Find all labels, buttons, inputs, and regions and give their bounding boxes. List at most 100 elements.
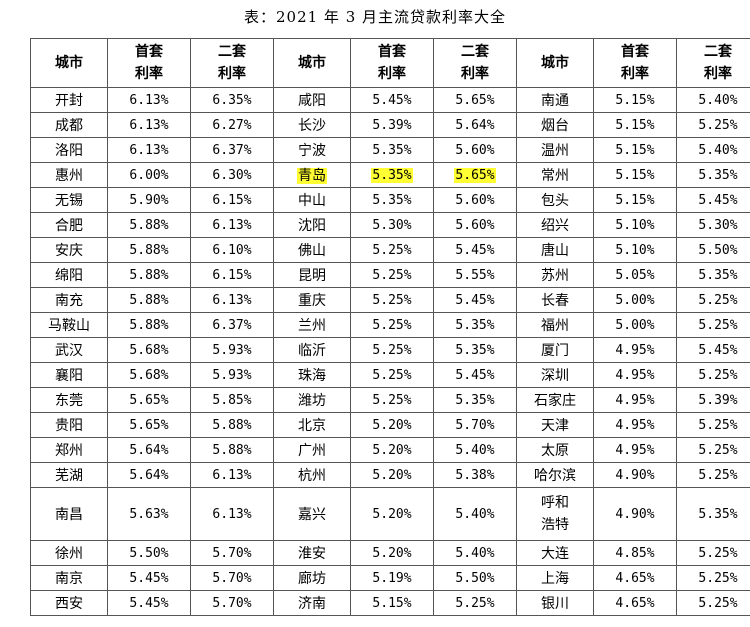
table-row: 洛阳 6.13% 6.37% 宁波 5.35% 5.60% 温州 5.15% 5.40% xyxy=(30,137,750,163)
cell-text: 襄阳 xyxy=(55,368,83,384)
first-rate-cell: 4.90% xyxy=(593,462,677,488)
cell-text: 5.05% xyxy=(615,267,655,283)
table-row: 南充 5.88% 6.13% 重庆 5.25% 5.45% 长春 5.00% 5.25% xyxy=(30,287,750,313)
cell-text: 5.60% xyxy=(455,192,495,208)
cell-text: 5.63% xyxy=(129,506,169,522)
city-cell: 武汉 xyxy=(30,337,108,363)
city-cell: 珠海 xyxy=(273,362,351,388)
city-cell: 潍坊 xyxy=(273,387,351,413)
city-cell: 银川 xyxy=(516,590,594,616)
first-rate-cell: 5.35% xyxy=(350,187,434,213)
first-rate-cell: 5.50% xyxy=(107,540,191,566)
cell-text: 5.10% xyxy=(615,242,655,258)
cell-text: 上海 xyxy=(541,571,569,587)
cell-text: 5.45% xyxy=(698,342,738,358)
table-row: 绵阳 5.88% 6.15% 昆明 5.25% 5.55% 苏州 5.05% 5.35% xyxy=(30,262,750,288)
second-rate-cell: 5.70% xyxy=(190,540,274,566)
cell-text: 6.15% xyxy=(212,267,252,283)
second-rate-cell: 6.15% xyxy=(190,262,274,288)
city-cell: 青岛 xyxy=(273,162,351,188)
second-rate-cell: 5.70% xyxy=(190,565,274,591)
table-row: 南京 5.45% 5.70% 廊坊 5.19% 5.50% 上海 4.65% 5.25% xyxy=(30,565,750,591)
first-rate-cell: 5.00% xyxy=(593,312,677,338)
cell-text: 厦门 xyxy=(541,343,569,359)
cell-text: 青岛 xyxy=(297,168,327,184)
cell-text: 5.45% xyxy=(455,242,495,258)
cell-text: 5.50% xyxy=(129,545,169,561)
cell-text: 惠州 xyxy=(55,168,83,184)
table-row: 合肥 5.88% 6.13% 沈阳 5.30% 5.60% 绍兴 5.10% 5.30% xyxy=(30,212,750,238)
cell-text: 5.60% xyxy=(455,142,495,158)
cell-text: 5.25% xyxy=(372,242,412,258)
first-rate-cell: 5.25% xyxy=(350,312,434,338)
cell-text: 5.25% xyxy=(698,467,738,483)
city-cell: 福州 xyxy=(516,312,594,338)
cell-text: 5.20% xyxy=(372,545,412,561)
cell-text: 长春 xyxy=(541,293,569,309)
second-rate-cell: 5.65% xyxy=(433,87,517,113)
cell-text: 5.45% xyxy=(455,367,495,383)
cell-text: 6.35% xyxy=(212,92,252,108)
second-rate-cell: 5.25% xyxy=(676,565,750,591)
first-rate-cell: 5.90% xyxy=(107,187,191,213)
cell-text: 太原 xyxy=(541,443,569,459)
second-rate-cell: 6.27% xyxy=(190,112,274,138)
cell-text: 5.93% xyxy=(212,342,252,358)
table-row: 南昌 5.63% 6.13% 嘉兴 5.20% 5.40% 呼和浩特 4.90% 5.35% xyxy=(30,487,750,541)
cell-text: 常州 xyxy=(541,168,569,184)
header-second-rate: 二套利率 xyxy=(433,38,517,88)
first-rate-cell: 4.95% xyxy=(593,387,677,413)
city-cell: 烟台 xyxy=(516,112,594,138)
cell-text: 6.13% xyxy=(129,92,169,108)
table-row: 徐州 5.50% 5.70% 淮安 5.20% 5.40% 大连 4.85% 5.25% xyxy=(30,540,750,566)
cell-text: 5.25% xyxy=(372,317,412,333)
city-cell: 马鞍山 xyxy=(30,312,108,338)
second-rate-cell: 5.45% xyxy=(676,187,750,213)
second-rate-cell: 5.93% xyxy=(190,337,274,363)
cell-text: 5.00% xyxy=(615,317,655,333)
cell-text: 5.88% xyxy=(212,442,252,458)
city-cell: 常州 xyxy=(516,162,594,188)
cell-text: 4.65% xyxy=(615,595,655,611)
city-cell: 南充 xyxy=(30,287,108,313)
cell-text: 绍兴 xyxy=(541,218,569,234)
cell-text: 烟台 xyxy=(541,118,569,134)
cell-text: 珠海 xyxy=(298,368,326,384)
first-rate-cell: 4.85% xyxy=(593,540,677,566)
second-rate-cell: 5.60% xyxy=(433,137,517,163)
first-rate-cell: 5.20% xyxy=(350,462,434,488)
cell-text: 昆明 xyxy=(298,268,326,284)
city-cell: 上海 xyxy=(516,565,594,591)
header-first-rate: 首套利率 xyxy=(107,38,191,88)
second-rate-cell: 6.37% xyxy=(190,312,274,338)
city-cell: 苏州 xyxy=(516,262,594,288)
second-rate-cell: 5.25% xyxy=(676,312,750,338)
cell-text: 唐山 xyxy=(541,243,569,259)
cell-text: 5.50% xyxy=(698,242,738,258)
first-rate-cell: 5.10% xyxy=(593,212,677,238)
second-rate-cell: 5.40% xyxy=(433,540,517,566)
header-first-rate: 首套利率 xyxy=(593,38,677,88)
cell-text: 6.10% xyxy=(212,242,252,258)
cell-text: 无锡 xyxy=(55,193,83,209)
second-rate-cell: 5.39% xyxy=(676,387,750,413)
cell-text: 5.65% xyxy=(455,92,495,108)
cell-text: 4.90% xyxy=(615,467,655,483)
second-rate-cell: 5.88% xyxy=(190,437,274,463)
cell-text: 5.25% xyxy=(698,570,738,586)
first-rate-cell: 5.20% xyxy=(350,437,434,463)
cell-text: 苏州 xyxy=(541,268,569,284)
first-rate-cell: 6.00% xyxy=(107,162,191,188)
cell-text: 5.85% xyxy=(212,392,252,408)
cell-text: 5.68% xyxy=(129,342,169,358)
cell-text: 5.40% xyxy=(698,92,738,108)
table-row: 芜湖 5.64% 6.13% 杭州 5.20% 5.38% 哈尔滨 4.90% 5.25% xyxy=(30,462,750,488)
first-rate-cell: 5.45% xyxy=(107,590,191,616)
city-cell: 沈阳 xyxy=(273,212,351,238)
cell-text: 5.45% xyxy=(372,92,412,108)
city-cell: 嘉兴 xyxy=(273,487,351,541)
first-rate-cell: 5.10% xyxy=(593,237,677,263)
second-rate-cell: 5.45% xyxy=(676,337,750,363)
second-rate-cell: 6.37% xyxy=(190,137,274,163)
cell-text: 5.50% xyxy=(455,570,495,586)
